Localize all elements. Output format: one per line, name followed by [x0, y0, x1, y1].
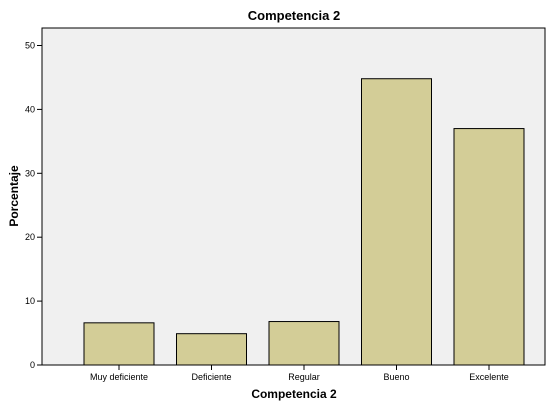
- y-tick-label: 10: [25, 296, 35, 306]
- bar: [83, 322, 155, 366]
- y-tick-label: 30: [25, 168, 35, 178]
- bar: [268, 321, 340, 366]
- x-tick-label: Bueno: [383, 372, 409, 382]
- x-tick-label: Deficiente: [191, 372, 231, 382]
- bar: [453, 128, 525, 366]
- bar-series: [83, 78, 525, 366]
- y-axis: 0 10 20 30 40 50: [25, 41, 42, 370]
- x-tick-label: Excelente: [469, 372, 509, 382]
- x-axis-title: Competencia 2: [251, 387, 337, 401]
- y-axis-title: Porcentaje: [7, 165, 21, 227]
- x-tick-label: Muy deficiente: [90, 372, 148, 382]
- y-tick-label: 0: [30, 360, 35, 370]
- x-axis: Muy deficiente Deficiente Regular Bueno Exce…: [90, 365, 509, 382]
- y-tick-label: 20: [25, 232, 35, 242]
- chart-title: Competencia 2: [248, 8, 340, 23]
- x-tick-label: Regular: [288, 372, 320, 382]
- y-tick-label: 40: [25, 104, 35, 114]
- bar: [361, 78, 432, 366]
- bar: [176, 333, 247, 366]
- y-tick-label: 50: [25, 41, 35, 51]
